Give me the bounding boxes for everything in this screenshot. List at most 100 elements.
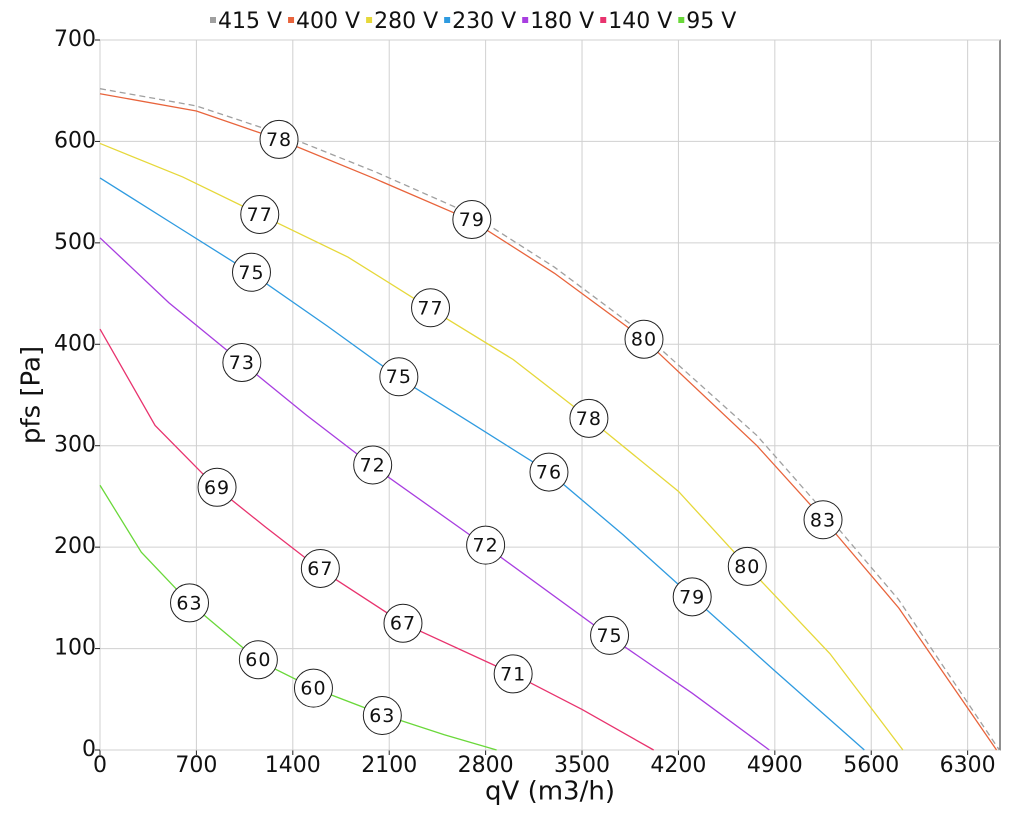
annotation-circle <box>300 548 340 588</box>
legend-label: 415 V <box>218 9 282 34</box>
annotation: 75 <box>231 252 271 292</box>
plot-area <box>99 39 1001 751</box>
legend-swatch <box>600 17 607 23</box>
annotation: 79 <box>452 200 492 240</box>
annotation: 78 <box>569 398 609 438</box>
annotation: 73 <box>222 343 262 383</box>
annotation-circle <box>590 615 630 655</box>
annotation-circle <box>259 119 299 159</box>
annotation-circle <box>222 343 262 383</box>
legend: 415 V 400 V 280 V 230 V 180 V 140 V 95 V <box>210 9 736 34</box>
annotation-label: 63 <box>369 705 395 727</box>
x-tick-label: 0 <box>93 753 107 778</box>
y-tick-label: 400 <box>54 331 96 356</box>
annotation-label: 77 <box>247 204 273 226</box>
legend-swatch <box>288 17 295 23</box>
legend-swatch <box>444 17 451 23</box>
annotation-circle <box>452 200 492 240</box>
annotation-circle <box>353 445 393 485</box>
annotation-circle <box>170 583 210 623</box>
annotation-label: 67 <box>307 558 333 580</box>
y-axis-label: pfs [Pa] <box>17 346 47 444</box>
x-tick-label: 4900 <box>747 753 803 778</box>
x-tick-label: 1400 <box>265 753 321 778</box>
annotation: 83 <box>803 500 843 540</box>
annotation-label: 80 <box>734 556 760 578</box>
legend-label: 95 V <box>686 9 736 34</box>
annotation-circle <box>803 500 843 540</box>
annotation: 63 <box>170 583 210 623</box>
annotation-circle <box>493 654 533 694</box>
x-tick-label: 2800 <box>458 753 514 778</box>
annotation-label: 72 <box>360 454 386 476</box>
annotation-label: 78 <box>576 408 602 430</box>
y-tick-label: 600 <box>54 128 96 153</box>
annotation: 80 <box>727 546 767 586</box>
legend-swatch <box>366 17 373 23</box>
annotation-label: 79 <box>679 586 705 608</box>
legend-swatch <box>210 17 216 23</box>
legend-label: 400 V <box>296 9 360 34</box>
annotation: 80 <box>624 319 664 359</box>
x-tick-label: 4200 <box>650 753 706 778</box>
annotation-label: 67 <box>390 613 416 635</box>
annotation: 75 <box>379 357 419 397</box>
annotation: 75 <box>590 615 630 655</box>
x-tick-label: 6300 <box>940 753 996 778</box>
annotation-circle <box>293 668 333 708</box>
annotation: 67 <box>300 548 340 588</box>
y-tick-label: 700 <box>54 27 96 52</box>
y-tick-label: 100 <box>54 636 96 661</box>
annotation-circle <box>238 640 278 680</box>
annotation-circle <box>197 467 237 507</box>
x-tick-label: 2100 <box>361 753 417 778</box>
series-line <box>99 177 865 751</box>
legend-label: 230 V <box>452 9 516 34</box>
annotation-circle <box>383 603 423 643</box>
annotation: 78 <box>259 119 299 159</box>
annotation-label: 83 <box>810 509 836 531</box>
y-tick-label: 200 <box>54 534 96 559</box>
annotation-circle <box>362 696 402 736</box>
annotation-label: 63 <box>176 592 202 614</box>
annotation: 69 <box>197 467 237 507</box>
legend-label: 140 V <box>608 9 672 34</box>
annotation-label: 71 <box>500 663 526 685</box>
annotation-circle <box>529 452 569 492</box>
annotation: 72 <box>466 525 506 565</box>
annotation-label: 75 <box>238 262 264 284</box>
annotation: 71 <box>493 654 533 694</box>
x-tick-label: 5600 <box>843 753 899 778</box>
annotation: 72 <box>353 445 393 485</box>
annotation-circle <box>569 398 609 438</box>
annotation-circle <box>240 194 280 234</box>
legend-label: 180 V <box>530 9 594 34</box>
legend-swatch <box>522 17 529 23</box>
legend-swatch <box>678 17 685 23</box>
y-tick-label: 300 <box>54 433 96 458</box>
annotation: 76 <box>529 452 569 492</box>
annotation-label: 79 <box>459 209 485 231</box>
annotation-circle <box>466 525 506 565</box>
annotation-label: 60 <box>300 678 326 700</box>
annotation-label: 73 <box>229 352 255 374</box>
annotation-circle <box>411 288 451 328</box>
annotation-circle <box>231 252 271 292</box>
annotation-label: 60 <box>245 649 271 671</box>
annotation-label: 77 <box>417 297 443 319</box>
annotation-circle <box>672 577 712 617</box>
series-line <box>99 484 497 751</box>
series-line <box>99 142 904 751</box>
annotation-label: 78 <box>266 129 292 151</box>
annotation-label: 75 <box>596 625 622 647</box>
annotation: 77 <box>240 194 280 234</box>
y-tick-label: 500 <box>54 230 96 255</box>
annotation: 77 <box>411 288 451 328</box>
annotation: 60 <box>293 668 333 708</box>
annotation-label: 75 <box>386 366 412 388</box>
annotation: 63 <box>362 696 402 736</box>
annotation: 60 <box>238 640 278 680</box>
x-tick-label: 700 <box>175 753 217 778</box>
annotation-label: 69 <box>204 477 230 499</box>
